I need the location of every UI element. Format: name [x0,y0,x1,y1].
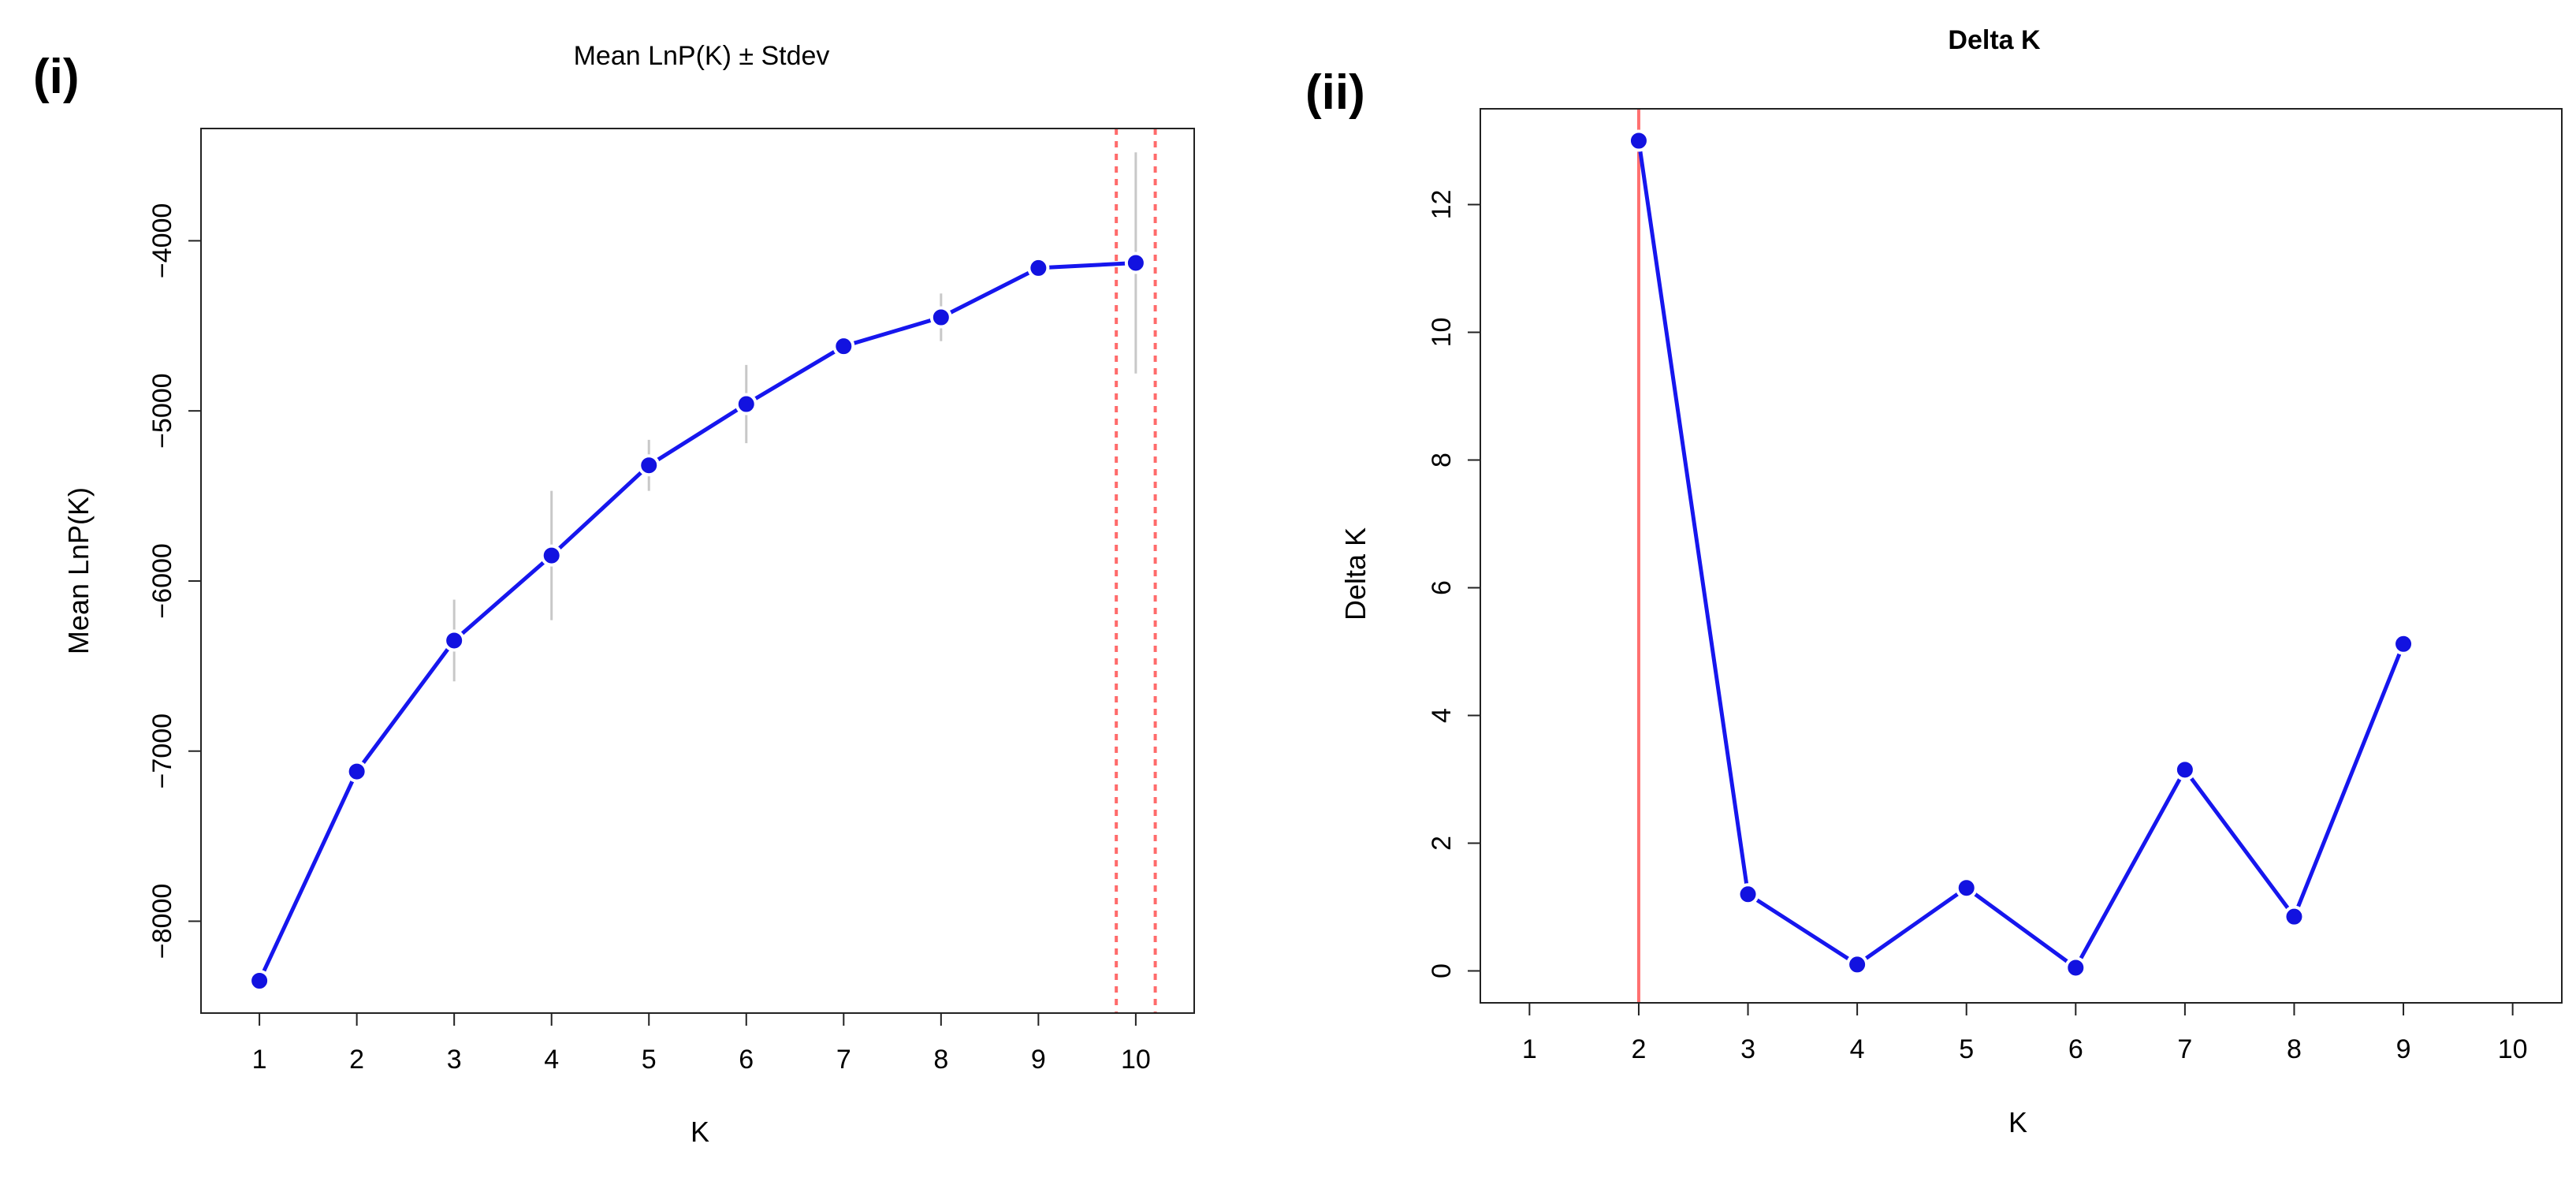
panel-label-i: (i) [33,50,80,104]
data-point [2064,956,2087,979]
plot-frame [1480,108,2563,1004]
x-tick-label: 1 [1522,1034,1537,1064]
chart-title-mean-lnp: Mean LnP(K) ± Stdev [574,41,830,71]
x-tick-label: 8 [933,1045,948,1075]
y-tick-label: 12 [1427,190,1457,220]
x-axis-label: K [2008,1106,2027,1138]
x-tick-label: 4 [1850,1034,1865,1064]
x-tick-label: 4 [544,1045,559,1075]
data-point [929,306,952,329]
y-tick-label: −4000 [147,203,177,279]
x-tick-label: 7 [2177,1034,2192,1064]
data-point [638,454,661,477]
chart-title-delta-k: Delta K [1948,25,2041,55]
y-tick-label: 8 [1427,453,1457,468]
data-point [1027,256,1050,279]
y-axis-label: Mean LnP(K) [62,487,95,654]
x-tick-label: 7 [836,1045,851,1075]
y-tick-label: 10 [1427,318,1457,348]
data-point [1737,883,1759,906]
data-point [2283,905,2306,928]
panel-mean-lnp: (i) Mean LnP(K) ± Stdev −8000−7000−6000−… [33,41,1195,1148]
y-tick-label: 6 [1427,580,1457,595]
data-point [1627,129,1650,152]
data-point [2173,758,2196,781]
y-tick-label: 4 [1427,708,1457,723]
y-axis-ticks: 0 2 4 6 8 10 12 [1427,190,1480,978]
x-tick-label: 5 [1959,1034,1974,1064]
series-line [1636,140,2406,970]
data-point [735,393,758,415]
x-axis-ticks: 1 2 3 4 5 6 7 8 9 10 [1522,1003,2528,1064]
x-tick-label: 10 [1121,1045,1151,1075]
x-tick-label: 3 [1740,1034,1755,1064]
x-tick-label: 3 [447,1045,462,1075]
y-tick-label: −8000 [147,884,177,959]
x-tick-label: 2 [349,1045,364,1075]
data-point [2392,632,2415,655]
plot-frame [200,128,1195,1014]
x-tick-label: 6 [739,1045,754,1075]
y-tick-label: 0 [1427,963,1457,978]
data-point [345,760,368,783]
x-tick-label: 1 [252,1045,267,1075]
x-tick-label: 8 [2287,1034,2302,1064]
data-point [248,970,271,993]
x-tick-label: 10 [2498,1034,2528,1064]
y-tick-label: −5000 [147,373,177,449]
data-point [1846,953,1869,976]
data-point [443,629,466,652]
panel-label-ii: (ii) [1305,65,1365,120]
y-axis-label: Delta K [1339,527,1372,620]
x-axis-label: K [691,1116,709,1148]
y-tick-label: −6000 [147,543,177,619]
data-point [540,544,563,567]
data-point [1955,877,1978,900]
series-delta-k [1627,129,2415,979]
x-axis-ticks: 1 2 3 4 5 6 7 8 9 10 [252,1013,1151,1075]
y-tick-label: −7000 [147,713,177,789]
data-point [832,335,855,358]
data-point [1124,251,1147,274]
x-tick-label: 6 [2068,1034,2083,1064]
reference-lines [1115,129,1157,1013]
x-tick-label: 9 [1031,1045,1046,1075]
series-line [257,260,1137,982]
x-tick-label: 2 [1631,1034,1646,1064]
error-bars [452,152,1137,682]
x-tick-label: 9 [2396,1034,2411,1064]
x-tick-label: 5 [642,1045,657,1075]
y-axis-ticks: −8000 −7000 −6000 −5000 −4000 [147,203,201,959]
y-tick-label: 2 [1427,836,1457,851]
series-mean-lnp [248,251,1147,993]
